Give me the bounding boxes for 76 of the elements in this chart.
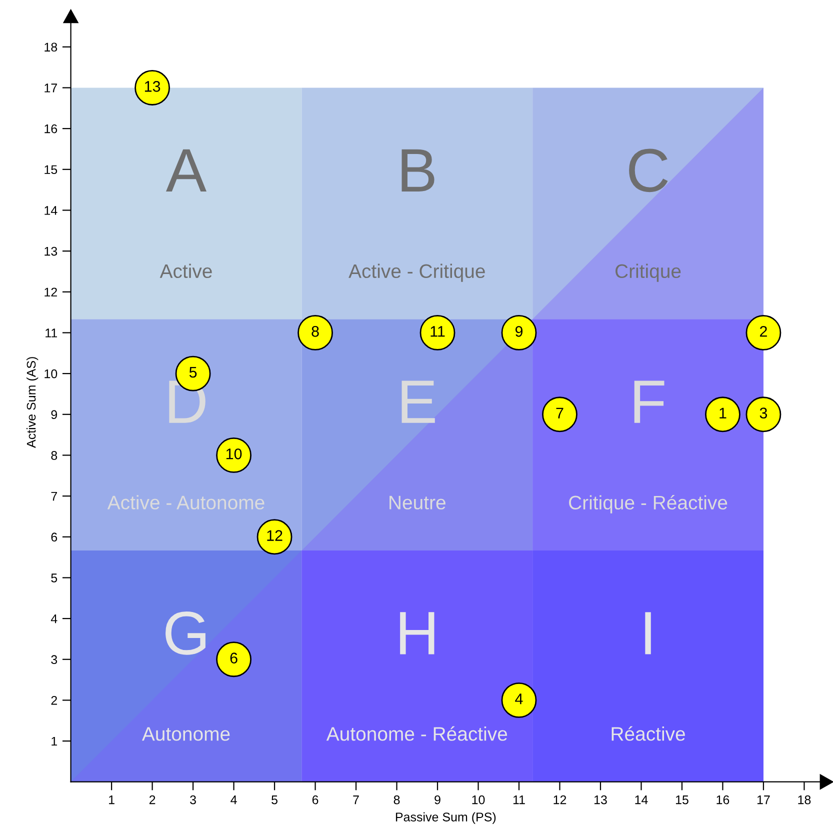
annotation: Autonome - Réactive [326, 726, 508, 741]
annotation: G [166, 612, 206, 655]
y-tick-label: 18 [44, 42, 58, 52]
point [542, 396, 578, 432]
annotation: 6 [230, 652, 238, 664]
point [501, 315, 537, 350]
annotation: C [629, 148, 668, 192]
x-tick-label: 12 [554, 795, 566, 804]
x-tick-label: 7 [353, 796, 359, 804]
annotation: 13 [144, 81, 160, 92]
annotation: Autonome [142, 727, 230, 741]
annotation: A [166, 149, 207, 192]
x-tick-label: 15 [676, 796, 688, 804]
x-tick-label: 9 [434, 795, 440, 804]
annotation: Active - Critique [348, 264, 485, 282]
point [501, 682, 537, 718]
x-tick-label: 18 [798, 795, 811, 804]
point [746, 396, 782, 432]
y-tick-label: 11 [46, 328, 57, 338]
x-tick-label: 2 [149, 795, 156, 804]
y-tick-label: 1 [52, 736, 57, 746]
y-axis-title: Active Sum (AS) [26, 357, 38, 448]
y-tick-label: 7 [51, 492, 57, 501]
annotation: 10 [226, 448, 242, 460]
annotation: Neutre [390, 496, 446, 510]
annotation: 7 [556, 408, 564, 418]
annotation: 3 [760, 408, 768, 418]
x-tick-label: 3 [190, 795, 196, 804]
annotation: 12 [267, 530, 282, 541]
x-tick-label: 13 [594, 795, 607, 804]
x-tick-label: 11 [513, 796, 525, 804]
point [746, 315, 782, 350]
annotation: F [634, 380, 664, 423]
y-tick-label: 12 [44, 288, 57, 296]
annotation: 8 [312, 326, 319, 337]
y-tick-label: 14 [44, 206, 58, 215]
x-tick-label: 6 [312, 795, 318, 804]
x-tick-label: 4 [230, 796, 237, 804]
y-tick-label: 8 [51, 451, 58, 460]
y-tick-label: 15 [44, 165, 58, 174]
annotation: H [400, 612, 434, 654]
y-tick-label: 17 [44, 84, 57, 92]
y-tick-label: 6 [51, 532, 58, 542]
y-tick-label: 9 [51, 410, 58, 420]
annotation: 1 [720, 408, 726, 418]
y-tick-label: 10 [44, 369, 58, 378]
x-tick-label: 16 [716, 795, 730, 804]
annotation: 4 [515, 694, 523, 704]
point [216, 642, 252, 678]
x-tick-label: 10 [472, 795, 485, 804]
annotation: Critique [616, 264, 681, 282]
y-tick-label: 4 [50, 614, 58, 624]
annotation: B [402, 149, 434, 192]
x-axis-title: Passive Sum (PS) [396, 812, 496, 824]
annotation: 2 [760, 326, 767, 337]
x-tick-label: 8 [394, 795, 400, 804]
annotation: E [402, 380, 435, 423]
x-tick-label: 17 [757, 796, 770, 804]
y-tick-label: 3 [51, 655, 58, 664]
y-tick-label: 2 [51, 696, 57, 705]
y-tick-label: 13 [44, 246, 58, 256]
annotation: 9 [515, 326, 523, 337]
annotation: Réactive [612, 726, 685, 741]
x-tick-label: 5 [272, 796, 278, 804]
point [705, 396, 740, 432]
x-tick-label: 14 [635, 796, 648, 804]
annotation: 5 [189, 366, 197, 378]
y-tick-label: 5 [51, 574, 58, 582]
annotation: Critique - Réactive [569, 495, 728, 514]
annotation: Active - Autonome [107, 495, 264, 510]
annotation: I [645, 612, 651, 654]
point [298, 315, 333, 350]
x-tick-label: 1 [109, 796, 114, 804]
y-tick-label: 16 [44, 124, 58, 134]
annotation: 11 [430, 326, 445, 337]
annotation: Active [160, 264, 212, 278]
